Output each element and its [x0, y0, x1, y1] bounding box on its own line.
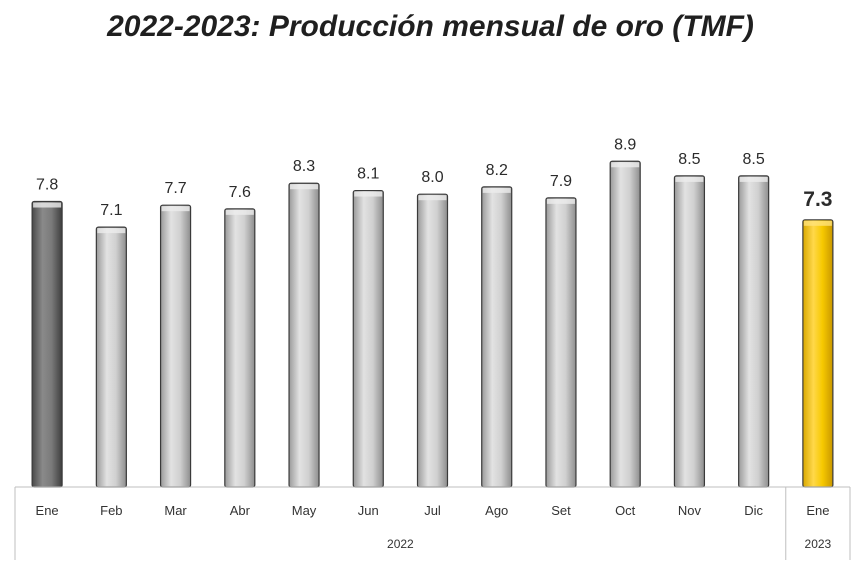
bars-layer [31, 160, 834, 488]
bar-cap-9 [546, 198, 575, 204]
bar-1 [31, 200, 63, 488]
bar-cap-10 [611, 162, 640, 168]
bar-13 [802, 219, 834, 488]
bar-cap-13 [803, 220, 832, 226]
category-label-9: Set [551, 503, 571, 518]
bar-cap-8 [482, 187, 511, 193]
labels-layer: 7.8 7.1 7.7 7.6 8.3 8.1 8.0 8.2 7.9 8.9 8.5 8.5 7.3 [36, 136, 832, 219]
category-label-10: Oct [615, 503, 636, 518]
category-label-12: Dic [744, 503, 763, 518]
value-label-2: 7.1 [100, 202, 122, 219]
value-label-3: 7.7 [164, 180, 186, 197]
value-label-6: 8.1 [357, 166, 379, 183]
category-label-11: Nov [678, 503, 702, 518]
value-label-8: 8.2 [486, 162, 508, 179]
bar-cap-5 [290, 184, 319, 190]
bar-4 [224, 208, 256, 488]
category-axis: Ene Feb Mar Abr May Jun Jul Ago Set Oct Nov Dic Ene 2… [14, 486, 851, 560]
bar-cap-11 [675, 176, 704, 182]
value-label-10: 8.9 [614, 136, 636, 153]
group-label-1: 2022 [387, 537, 414, 551]
category-label-5: May [292, 503, 317, 518]
bar-3 [159, 204, 192, 488]
value-label-13: 7.3 [803, 188, 832, 211]
value-label-7: 8.0 [421, 169, 443, 186]
category-label-8: Ago [485, 503, 508, 518]
bar-cap-7 [418, 195, 447, 201]
bar-2 [95, 226, 127, 488]
bar-cap-3 [161, 206, 190, 212]
group-label-2: 2023 [805, 537, 832, 551]
category-label-6: Jun [358, 503, 379, 518]
value-label-9: 7.9 [550, 173, 572, 190]
category-label-13: Ene [806, 503, 829, 518]
bar-cap-1 [33, 202, 62, 208]
value-label-4: 7.6 [229, 184, 251, 201]
category-label-7: Jul [424, 503, 441, 518]
bar-10 [609, 160, 641, 488]
bar-5 [288, 182, 320, 488]
bar-6 [352, 189, 384, 488]
value-label-1: 7.8 [36, 177, 58, 194]
value-label-11: 8.5 [678, 151, 700, 168]
bar-cap-6 [354, 191, 383, 197]
bar-8 [481, 186, 513, 488]
category-label-1: Ene [36, 503, 59, 518]
category-label-4: Abr [230, 503, 251, 518]
chart-title: 2022-2023: Producción mensual de oro (TM… [107, 10, 754, 43]
bar-cap-2 [97, 228, 126, 234]
category-label-2: Feb [100, 503, 122, 518]
value-label-12: 8.5 [743, 151, 765, 168]
bar-cap-12 [739, 176, 768, 182]
bar-cap-4 [225, 209, 254, 215]
category-label-3: Mar [164, 503, 187, 518]
bar-9 [545, 197, 577, 488]
bar-12 [738, 175, 770, 488]
bar-7 [416, 193, 449, 488]
value-label-5: 8.3 [293, 158, 315, 175]
bar-11 [673, 175, 706, 488]
